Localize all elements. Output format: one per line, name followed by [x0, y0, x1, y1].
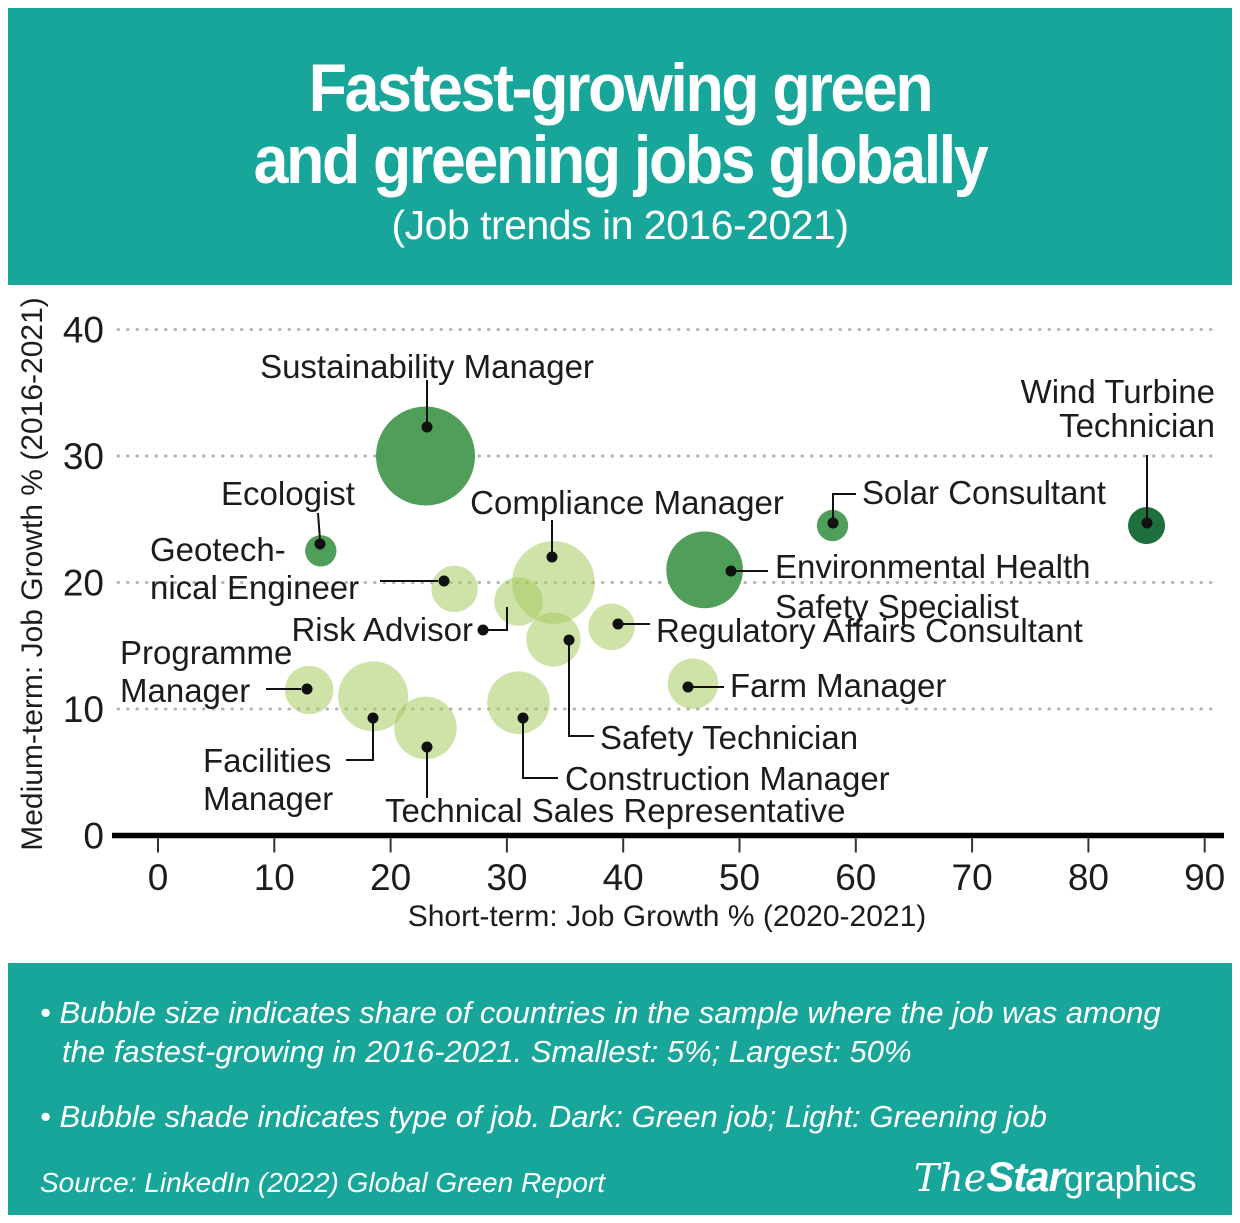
- label-compliance-manager: Compliance Manager: [470, 484, 784, 521]
- dot-sustainability-manager: [421, 421, 433, 433]
- label-facilities-manager: Facilities Manager: [203, 742, 333, 817]
- bubble-construction-manager: [487, 671, 550, 734]
- dot-environmental-health-safety-specialist: [725, 565, 737, 577]
- dot-geotechnical-engineer: [438, 575, 450, 587]
- x-tick-label-50: 50: [719, 857, 760, 898]
- bubble-chart: 0 10 20 30 40 0 10 20 30 40 50 60 70 80 90 Short-term: …: [16, 297, 1225, 933]
- leader-risk-advisor: [483, 607, 508, 631]
- logo-graphics: graphics: [1063, 1158, 1197, 1199]
- x-tick-label-0: 0: [148, 857, 169, 898]
- label-sustainability-manager: Sustainability Manager: [260, 348, 594, 385]
- y-axis-title: Medium-term: Job Growth % (2016-2021): [16, 297, 49, 851]
- page-subtitle: (Job trends in 2016-2021): [391, 202, 849, 248]
- leader-solar-consultant: [832, 493, 856, 523]
- footer-banner: • Bubble size indicates share of countri…: [8, 963, 1232, 1215]
- bubble-risk-advisor: [494, 577, 543, 626]
- bubble-regulatory-affairs-consultant: [588, 603, 635, 650]
- x-tick-label-80: 80: [1068, 857, 1109, 898]
- bubble-technical-sales-representative: [394, 696, 457, 760]
- x-tick-label-60: 60: [835, 857, 876, 898]
- label-regulatory-affairs-consultant: Regulatory Affairs Consultant: [656, 612, 1083, 649]
- y-tick-label-10: 10: [63, 689, 104, 730]
- dot-construction-manager: [517, 712, 529, 724]
- leader-ecologist: [317, 512, 321, 541]
- bubble-geotechnical-engineer: [431, 565, 478, 613]
- bubble-farm-manager: [667, 658, 719, 709]
- y-tick-label-0: 0: [83, 816, 104, 857]
- label-solar-consultant: Solar Consultant: [862, 474, 1106, 511]
- legend-note-shade: • Bubble shade indicates type of job. Da…: [40, 1099, 1047, 1134]
- dot-risk-advisor: [477, 624, 489, 636]
- bubble-environmental-health-safety-specialist: [666, 531, 743, 609]
- label-programme-manager: Programme Manager: [120, 634, 292, 709]
- x-tick-label-40: 40: [603, 857, 644, 898]
- page-title: Fastest-growing green and greening jobs …: [8, 8, 1232, 196]
- label-risk-advisor: Risk Advisor: [291, 611, 473, 648]
- label-ecologist: Ecologist: [221, 475, 355, 512]
- dot-technical-sales-representative: [421, 741, 433, 753]
- header-banner: Fastest-growing green and greening jobs …: [8, 8, 1232, 285]
- chart-area: 0 10 20 30 40 0 10 20 30 40 50 60 70 80 90 Short-term: …: [0, 285, 1240, 963]
- dot-farm-manager: [682, 681, 694, 693]
- x-tick-label-20: 20: [370, 857, 411, 898]
- title-line-1: Fastest-growing green: [308, 50, 934, 126]
- x-tick-label-70: 70: [952, 857, 993, 898]
- x-tick-label-30: 30: [486, 857, 527, 898]
- x-tick-label-90: 90: [1184, 857, 1225, 898]
- leader-facilities-manager: [346, 718, 374, 761]
- dot-programme-manager: [301, 683, 313, 695]
- legend-note-size: • Bubble size indicates share of countri…: [40, 995, 1161, 1069]
- leader-safety-technician: [568, 640, 594, 737]
- bubble-sustainability-manager: [375, 406, 475, 506]
- bubble-safety-technician: [526, 612, 581, 667]
- y-tick-label-20: 20: [63, 563, 104, 604]
- title-line-2: and greening jobs globally: [253, 122, 989, 198]
- logo-star: Star: [986, 1153, 1065, 1200]
- dot-compliance-manager: [546, 551, 558, 563]
- dot-safety-technician: [563, 634, 575, 646]
- y-tick-label-30: 30: [63, 436, 104, 477]
- label-construction-manager: Construction Manager: [565, 760, 890, 797]
- dot-regulatory-affairs-consultant: [612, 618, 624, 630]
- label-farm-manager: Farm Manager: [730, 667, 946, 704]
- source-credit: Source: LinkedIn (2022) Global Green Rep…: [40, 1167, 605, 1198]
- dot-wind-turbine-technician: [1141, 517, 1153, 529]
- x-axis-title: Short-term: Job Growth % (2020-2021): [408, 900, 927, 933]
- y-tick-label-40: 40: [63, 310, 104, 351]
- label-technical-sales-representative: Technical Sales Representative: [385, 792, 845, 829]
- label-wind-turbine-technician: Wind Turbine Technician: [1021, 373, 1215, 444]
- bubble-ecologist: [305, 535, 337, 567]
- label-safety-technician: Safety Technician: [600, 719, 858, 756]
- dot-facilities-manager: [367, 712, 379, 724]
- bubble-facilities-manager: [338, 661, 409, 732]
- leader-construction-manager: [522, 718, 558, 779]
- publisher-logo: The Star graphics: [913, 1153, 1197, 1201]
- label-geotechnical-engineer: Geotech-nical Engineer: [150, 531, 359, 606]
- dot-solar-consultant: [827, 517, 839, 529]
- dot-ecologist: [314, 538, 326, 550]
- x-tick-label-10: 10: [254, 857, 295, 898]
- label-environmental-health-safety-specialist: Environmental Health Safety Specialist: [775, 548, 1091, 625]
- logo-the: The: [913, 1156, 987, 1200]
